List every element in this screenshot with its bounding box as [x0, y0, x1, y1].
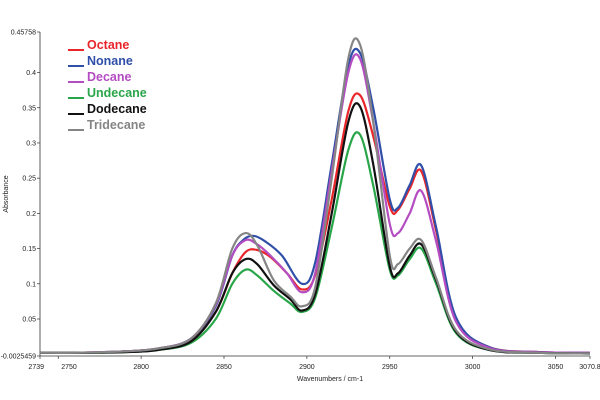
y-tick-label: 0.25	[22, 176, 36, 183]
x-tick-label: 3070.8	[579, 364, 600, 371]
y-axis-label: Absorbance	[3, 175, 10, 212]
legend-label-decane: Decane	[87, 70, 132, 84]
legend-label-octane: Octane	[87, 38, 129, 52]
x-tick-label: 2950	[382, 364, 398, 371]
legend-label-dodecane: Dodecane	[87, 102, 147, 116]
y-tick-label: -0.0025459	[1, 354, 37, 361]
x-tick-label: 2900	[299, 364, 315, 371]
x-tick-label: 2800	[133, 364, 149, 371]
y-tick-label: 0.05	[22, 316, 36, 323]
y-tick-label: 0.3	[26, 140, 36, 147]
series-line-octane	[39, 92, 591, 355]
legend-label-nonane: Nonane	[87, 54, 133, 68]
series-line-dodecane	[39, 102, 591, 355]
series-layer	[39, 37, 591, 355]
x-tick-label: 3050	[548, 364, 564, 371]
legend: Octane Nonane Decane Undecane Dodecane Tridec…	[68, 38, 147, 132]
y-tick-label: 0.35	[22, 105, 36, 112]
x-tick-label: 2739	[28, 364, 44, 371]
y-tick-label: 0.45758	[11, 30, 36, 37]
x-tick-label: 2750	[61, 364, 77, 371]
y-tick-label: 0.2	[26, 211, 36, 218]
axes: 2739 2750 2800 2850 2900 2950 3000 3050 3070.8 -0…	[1, 30, 600, 372]
series-line-undecane	[39, 131, 591, 355]
legend-label-tridecane: Tridecane	[87, 118, 145, 132]
y-tick-label: 0.4	[26, 70, 36, 77]
legend-label-undecane: Undecane	[87, 86, 147, 100]
x-tick-label: 2850	[216, 364, 232, 371]
x-tick-label: 3000	[465, 364, 481, 371]
x-axis-label: Wavenumbers / cm-1	[297, 376, 363, 383]
series-line-tridecane	[39, 37, 591, 355]
y-tick-label: 0.15	[22, 246, 36, 253]
y-tick-label: 0.1	[26, 281, 36, 288]
